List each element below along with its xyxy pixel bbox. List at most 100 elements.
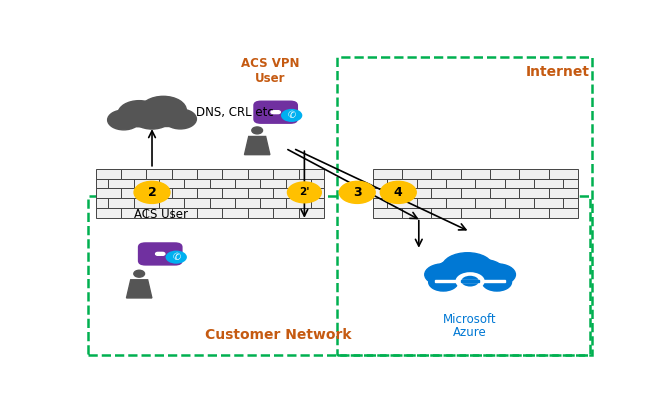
Circle shape: [287, 182, 321, 203]
Text: DNS, CRL etc: DNS, CRL etc: [196, 106, 273, 119]
Bar: [387, 198, 416, 208]
Bar: [490, 188, 519, 198]
Bar: [197, 188, 222, 198]
Bar: [549, 188, 578, 198]
Bar: [490, 169, 519, 178]
Bar: [461, 208, 490, 218]
Text: 3: 3: [353, 186, 361, 199]
Bar: [121, 188, 146, 198]
Bar: [210, 198, 235, 208]
Ellipse shape: [164, 109, 197, 129]
Ellipse shape: [442, 253, 493, 281]
Text: 4: 4: [394, 186, 402, 199]
Bar: [311, 198, 324, 208]
Polygon shape: [146, 261, 154, 264]
Bar: [337, 57, 592, 355]
Bar: [121, 169, 146, 178]
Bar: [549, 208, 578, 218]
Polygon shape: [244, 137, 270, 155]
Bar: [373, 188, 402, 198]
Circle shape: [158, 252, 163, 255]
Bar: [299, 208, 324, 218]
Bar: [402, 208, 431, 218]
Bar: [431, 208, 461, 218]
Text: Microsoft: Microsoft: [444, 313, 497, 326]
Ellipse shape: [252, 127, 263, 134]
Bar: [95, 208, 121, 218]
Bar: [171, 169, 197, 178]
Circle shape: [166, 251, 187, 264]
Circle shape: [134, 181, 170, 203]
Bar: [248, 188, 273, 198]
Bar: [159, 178, 184, 188]
Circle shape: [455, 272, 485, 290]
Bar: [475, 198, 504, 208]
Circle shape: [461, 276, 479, 287]
Bar: [402, 169, 431, 178]
Bar: [461, 188, 490, 198]
Bar: [146, 169, 171, 178]
Bar: [260, 178, 286, 188]
Bar: [373, 208, 402, 218]
Ellipse shape: [134, 270, 144, 277]
Bar: [435, 275, 505, 284]
Ellipse shape: [118, 101, 160, 127]
Text: Azure: Azure: [453, 326, 487, 339]
Bar: [146, 208, 171, 218]
Bar: [549, 169, 578, 178]
Bar: [235, 178, 260, 188]
Ellipse shape: [463, 260, 504, 283]
Bar: [446, 178, 475, 188]
Bar: [519, 208, 549, 218]
Bar: [504, 198, 534, 208]
Bar: [416, 198, 446, 208]
Bar: [95, 198, 109, 208]
Polygon shape: [261, 119, 269, 122]
Text: 2': 2': [299, 187, 310, 198]
Circle shape: [275, 111, 280, 114]
Bar: [222, 208, 248, 218]
Bar: [446, 198, 475, 208]
Circle shape: [273, 111, 278, 114]
FancyBboxPatch shape: [254, 101, 298, 124]
Ellipse shape: [425, 264, 462, 285]
Bar: [435, 280, 505, 282]
Bar: [134, 198, 159, 208]
Text: 2: 2: [148, 186, 156, 199]
Bar: [373, 198, 387, 208]
Circle shape: [281, 109, 303, 122]
Bar: [273, 188, 299, 198]
Ellipse shape: [483, 273, 512, 291]
Bar: [299, 169, 324, 178]
Bar: [373, 169, 402, 178]
Bar: [286, 198, 311, 208]
Bar: [260, 198, 286, 208]
Bar: [461, 280, 479, 282]
Circle shape: [271, 111, 276, 114]
Bar: [171, 188, 197, 198]
FancyBboxPatch shape: [138, 242, 183, 265]
Bar: [273, 169, 299, 178]
Bar: [519, 169, 549, 178]
Bar: [311, 178, 324, 188]
Bar: [490, 208, 519, 218]
Bar: [402, 188, 431, 198]
Bar: [159, 198, 184, 208]
Bar: [197, 169, 222, 178]
Bar: [286, 178, 311, 188]
Bar: [222, 188, 248, 198]
Bar: [184, 178, 210, 188]
Bar: [431, 169, 461, 178]
Bar: [431, 188, 461, 198]
Bar: [109, 198, 134, 208]
Circle shape: [156, 252, 160, 255]
Bar: [248, 169, 273, 178]
Ellipse shape: [140, 97, 187, 125]
Bar: [519, 188, 549, 198]
Bar: [534, 198, 563, 208]
Bar: [88, 196, 590, 355]
Bar: [273, 208, 299, 218]
Bar: [299, 188, 324, 198]
Bar: [121, 208, 146, 218]
Text: ✆: ✆: [287, 110, 296, 120]
